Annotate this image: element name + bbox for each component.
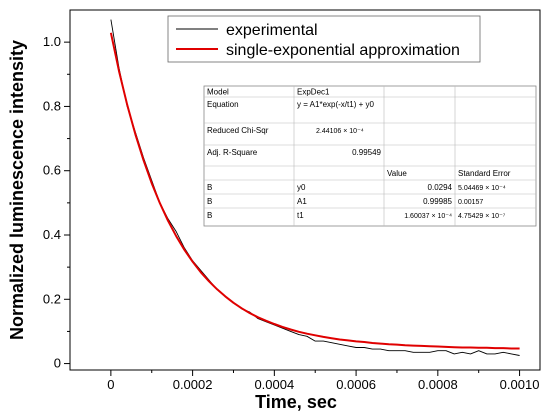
x-tick-label: 0.0002 — [173, 377, 213, 392]
table-cell: 2.44106 × 10⁻⁴ — [316, 128, 364, 135]
table-cell: y = A1*exp(-x/t1) + y0 — [297, 100, 374, 109]
x-tick-label: 0.0010 — [500, 377, 540, 392]
table-cell: 4.75429 × 10⁻⁷ — [458, 213, 506, 220]
table-cell: B — [207, 197, 212, 206]
legend-label-fit: single-exponential approximation — [226, 42, 460, 59]
y-tick-label: 0 — [54, 356, 61, 371]
table-cell: B — [207, 211, 212, 220]
table-cell: 0.0294 — [428, 183, 453, 192]
table-cell: Standard Error — [458, 169, 511, 178]
table-cell: A1 — [297, 197, 307, 206]
x-tick-label: 0 — [107, 377, 114, 392]
x-axis-title: Time, sec — [255, 392, 337, 412]
series-line-experimental — [110, 19, 520, 356]
axis-ticks: 0 0.0002 0.0004 0.0006 0.0008 0.0010 0 0.2 0.4 0.… — [43, 34, 540, 392]
y-tick-label: 0.8 — [43, 98, 61, 113]
x-tick-label: 0.0006 — [336, 377, 376, 392]
x-tick-label: 0.0004 — [254, 377, 294, 392]
x-tick-label: 0.0008 — [418, 377, 458, 392]
table-cell: ExpDec1 — [297, 88, 330, 97]
table-cell: 0.99985 — [423, 197, 452, 206]
y-tick-label: 0.6 — [43, 163, 61, 178]
table-cell: y0 — [297, 183, 306, 192]
table-cell: 1.60037 × 10⁻⁴ — [404, 213, 452, 220]
table-cell: 0.00157 — [458, 199, 483, 206]
fit-table: Model ExpDec1 Equation y = A1*exp(-x/t1) + … — [203, 85, 537, 227]
series-line-fit — [109, 32, 520, 350]
y-axis-title: Normalized luminescence intensity — [7, 40, 27, 340]
table-cell: Reduced Chi-Sqr — [207, 126, 269, 135]
table-cell: Equation — [207, 100, 239, 109]
fit-table-cells: Model ExpDec1 Equation y = A1*exp(-x/t1) + … — [207, 88, 511, 221]
fit-table-grid — [204, 86, 536, 226]
legend: experimental single-exponential approxim… — [167, 15, 481, 63]
table-cell: B — [207, 183, 212, 192]
table-cell: t1 — [297, 211, 304, 220]
table-cell: 5.04469 × 10⁻⁴ — [458, 185, 506, 192]
table-cell: Model — [207, 88, 229, 97]
table-cell: 0.99549 — [352, 148, 381, 157]
y-tick-label: 1.0 — [43, 34, 61, 49]
legend-label-experimental: experimental — [226, 22, 318, 39]
fit-table-frame — [203, 85, 537, 227]
y-tick-label: 0.2 — [43, 291, 61, 306]
table-cell: Adj. R-Square — [207, 148, 258, 157]
series-layer — [109, 19, 520, 356]
table-cell: Value — [387, 169, 407, 178]
legend-box — [167, 15, 481, 63]
y-tick-label: 0.4 — [43, 227, 61, 242]
